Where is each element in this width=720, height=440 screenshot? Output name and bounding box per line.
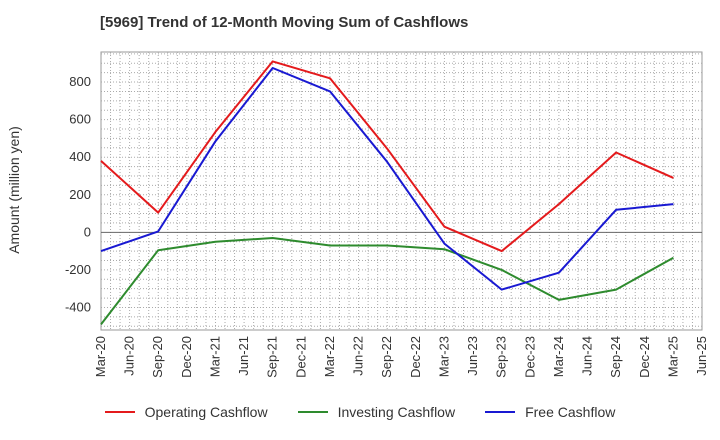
x-tick-label: Mar-20 xyxy=(93,336,108,377)
chart-title: [5969] Trend of 12-Month Moving Sum of C… xyxy=(100,14,469,31)
y-tick-label: 400 xyxy=(69,149,91,164)
x-tick-label: Jun-25 xyxy=(694,336,709,376)
y-tick-label: 800 xyxy=(69,74,91,89)
y-tick-label: 200 xyxy=(69,187,91,202)
x-tick-label: Dec-23 xyxy=(522,336,537,378)
x-tick-label: Sep-20 xyxy=(150,336,165,378)
series-line-investing-cashflow xyxy=(100,237,674,326)
x-tick-label: Dec-24 xyxy=(637,336,652,378)
x-tick-label: Sep-23 xyxy=(494,336,509,378)
x-tick-label: Dec-20 xyxy=(179,336,194,378)
series-line-free-cashflow xyxy=(100,67,674,291)
y-tick-label: -200 xyxy=(65,262,91,277)
x-tick-label: Sep-22 xyxy=(379,336,394,378)
x-tick-label: Sep-24 xyxy=(608,336,623,378)
y-tick-labels: -400 -200 0 200 400 600 800 xyxy=(65,74,91,314)
x-tick-label: Jun-23 xyxy=(465,336,480,376)
gridlines xyxy=(101,52,702,330)
legend-label-investing: Investing Cashflow xyxy=(337,404,456,420)
legend-label-free: Free Cashflow xyxy=(525,404,616,420)
plot-area-frame xyxy=(100,51,703,331)
x-tick-label: Mar-22 xyxy=(322,336,337,377)
y-tick-label: 0 xyxy=(84,224,91,239)
x-tick-label: Mar-25 xyxy=(665,336,680,377)
y-tick-label: 600 xyxy=(69,112,91,127)
x-tick-label: Dec-22 xyxy=(408,336,423,378)
legend-item-free-cashflow[interactable]: Free Cashflow xyxy=(485,404,615,420)
x-tick-label: Mar-21 xyxy=(207,336,222,377)
x-tick-label: Jun-24 xyxy=(580,336,595,376)
legend-swatch-investing xyxy=(297,411,328,413)
y-tick-label: -400 xyxy=(65,299,91,314)
x-tick-label: Jun-22 xyxy=(351,336,366,376)
series-lines xyxy=(100,60,674,326)
legend-swatch-free xyxy=(485,411,516,413)
x-tick-labels: Mar-20 Jun-20 Sep-20 Dec-20 Mar-21 Jun-21 Sep-… xyxy=(93,336,709,378)
x-tick-label: Dec-21 xyxy=(293,336,308,378)
legend-label-operating: Operating Cashflow xyxy=(144,404,268,420)
legend: Operating Cashflow Investing Cashflow Fr… xyxy=(0,404,720,420)
x-tick-label: Jun-20 xyxy=(122,336,137,376)
legend-swatch-operating xyxy=(104,411,135,413)
x-tick-label: Jun-21 xyxy=(236,336,251,376)
x-tick-label: Sep-21 xyxy=(265,336,280,378)
legend-item-operating-cashflow[interactable]: Operating Cashflow xyxy=(104,404,268,420)
x-tick-label: Mar-24 xyxy=(551,336,566,377)
series-line-operating-cashflow xyxy=(100,60,674,253)
x-tick-label: Mar-23 xyxy=(436,336,451,377)
legend-item-investing-cashflow[interactable]: Investing Cashflow xyxy=(297,404,456,420)
